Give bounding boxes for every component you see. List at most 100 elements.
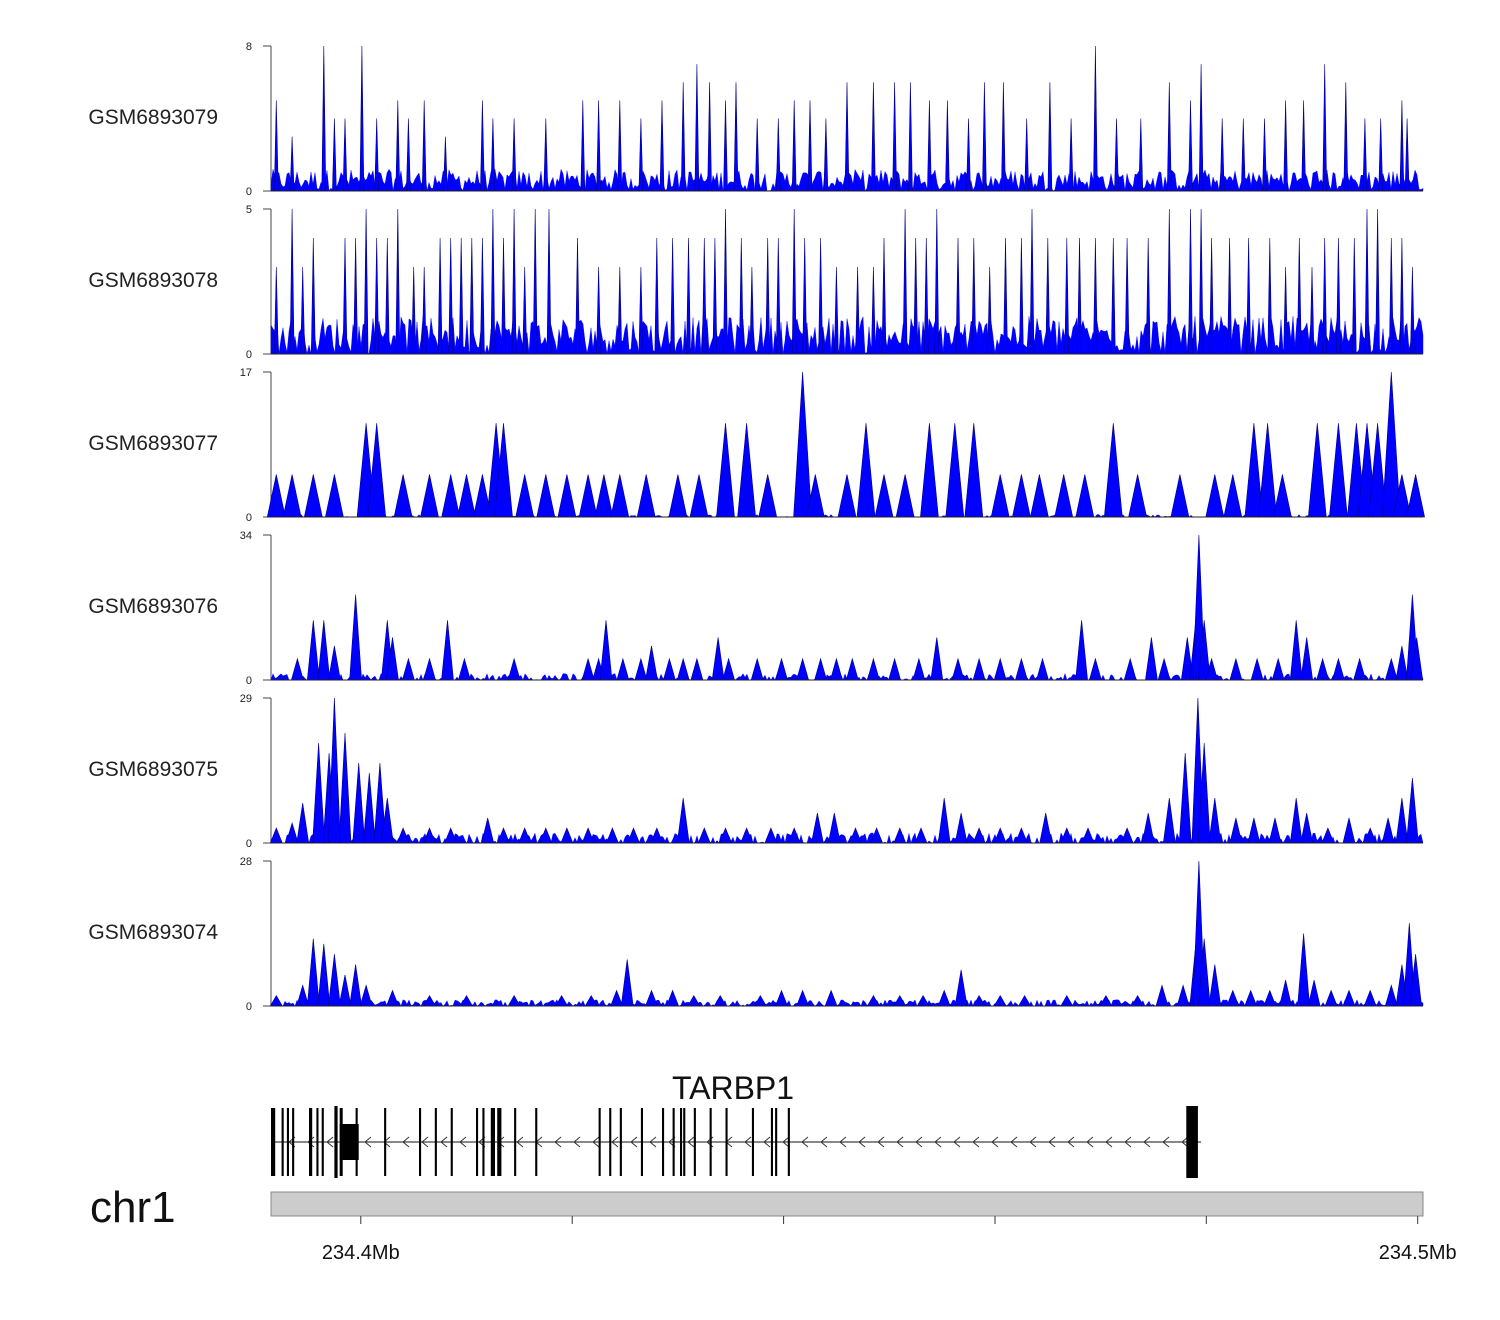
strand-arrow	[953, 1136, 961, 1148]
strand-arrow	[1010, 1136, 1018, 1148]
coverage-peak	[1353, 657, 1366, 681]
coverage-peak	[266, 474, 286, 518]
coverage-peak	[352, 762, 366, 844]
coverage-peak	[1024, 118, 1030, 192]
coverage-peak	[560, 827, 574, 844]
coverage-peak	[1209, 237, 1214, 355]
coverage-peak	[480, 237, 485, 355]
strand-arrow	[839, 1136, 847, 1148]
coverage-peak	[1300, 812, 1314, 844]
coverage-peak	[654, 237, 660, 355]
track-GSM6893075: GSM6893075 29 0	[88, 693, 1424, 850]
coverage-peak	[1246, 237, 1251, 355]
coverage-peak	[1208, 797, 1222, 844]
coverage-peak	[1321, 827, 1335, 844]
coverage-peak	[1324, 989, 1338, 1007]
coverage-peak	[423, 657, 436, 681]
strand-arrow	[915, 1136, 923, 1148]
coverage-peak	[596, 266, 601, 355]
coverage-peak	[694, 64, 700, 192]
gene-exon	[281, 1108, 284, 1176]
coverage-peak	[269, 827, 283, 844]
coverage-peak	[666, 989, 680, 1007]
track-label: GSM6893079	[88, 106, 218, 129]
strand-arrow	[1086, 1136, 1094, 1148]
coverage-peak	[522, 266, 528, 355]
coverage-peak	[824, 989, 838, 1007]
coverage-peak	[1309, 266, 1315, 355]
coverage-peak	[1223, 474, 1243, 518]
track-label: GSM6893078	[88, 269, 218, 292]
coverage-peak	[765, 237, 771, 355]
coverage-peak	[627, 827, 640, 844]
coverage-peak	[690, 657, 704, 681]
coverage-peak	[955, 237, 961, 355]
gene-exon	[619, 1108, 622, 1176]
coverage-peak	[920, 423, 939, 518]
coverage-peak	[834, 266, 839, 355]
strand-arrow	[516, 1136, 524, 1148]
coverage-peak	[823, 118, 829, 192]
coverage-peak	[796, 989, 810, 1007]
coverage-peak	[855, 266, 860, 355]
coverage-peak	[1030, 474, 1049, 518]
coverage-peak	[791, 208, 797, 355]
coverage-peak	[638, 118, 644, 192]
coverage-peak	[713, 994, 727, 1007]
strand-arrow	[421, 1136, 429, 1148]
coverage-peak	[1128, 474, 1147, 518]
coverage-peak	[738, 237, 744, 355]
coverage-peak	[395, 100, 401, 192]
coverage-peak	[1093, 45, 1098, 192]
coverage-peak	[1208, 964, 1222, 1007]
strand-arrow	[972, 1136, 980, 1148]
coverage-peak	[458, 657, 471, 681]
coverage-peak	[1351, 237, 1357, 355]
coverage-peak	[1363, 989, 1377, 1007]
coverage-peak	[1342, 817, 1356, 844]
coverage-peak	[616, 657, 630, 681]
coverage-peak	[1075, 620, 1088, 681]
coverage-peak	[722, 657, 735, 681]
coverage-peak	[557, 474, 577, 518]
coverage-peak	[914, 827, 928, 844]
coverage-peak	[871, 82, 876, 192]
coverage-peak	[1229, 817, 1243, 844]
coverage-peak	[645, 989, 658, 1007]
coverage-peak	[490, 118, 496, 192]
gene-exon	[450, 1108, 453, 1176]
gene-exon	[751, 1108, 754, 1176]
coverage-peak	[1301, 100, 1306, 192]
coverage-peak	[659, 100, 665, 192]
coverage-peak	[1227, 237, 1232, 355]
coverage-peak	[310, 237, 316, 355]
coverage-peak	[1068, 118, 1074, 192]
coverage-peak	[1047, 82, 1053, 192]
gene-exon	[609, 1108, 612, 1176]
coverage-peak	[893, 827, 907, 844]
chromosome-ideogram-bar	[270, 1191, 1424, 1217]
strand-arrow	[440, 1136, 448, 1148]
coverage-peak	[971, 237, 977, 355]
coverage-peak	[1273, 474, 1292, 518]
gene-exon	[662, 1108, 665, 1176]
coverage-peak	[845, 657, 859, 681]
coverage-peak	[1019, 237, 1024, 355]
coverage-peak	[1268, 817, 1282, 844]
coverage-peak	[532, 208, 538, 355]
coverage-peak	[712, 237, 718, 355]
coverage-peak	[1170, 474, 1190, 518]
coverage-peak	[993, 994, 1007, 1007]
gene-exon	[640, 1108, 643, 1176]
coverage-peak	[342, 118, 348, 192]
coverage-peak	[930, 637, 944, 681]
coverage-peak	[1226, 989, 1240, 1007]
coverage-peak	[982, 82, 987, 192]
coverage-peak	[636, 474, 656, 518]
coverage-peak	[1188, 100, 1193, 192]
gene-exon	[339, 1108, 343, 1176]
coverage-peak	[874, 474, 894, 518]
coverage-peak	[374, 237, 380, 355]
gene-exon	[672, 1108, 675, 1176]
